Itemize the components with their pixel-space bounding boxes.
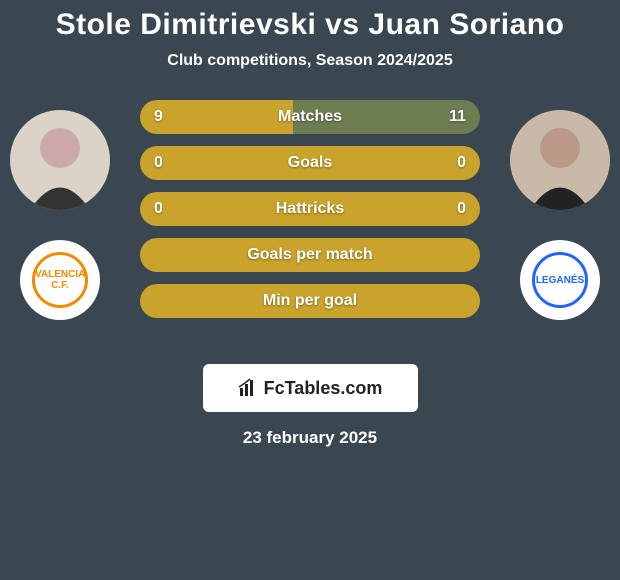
comparison-panel: VALENCIA C.F. LEGANÉS Matches911Goals00H…: [0, 100, 620, 350]
stat-row: Goals0 0: [140, 146, 480, 180]
club-right-text: LEGANÉS: [536, 275, 584, 286]
club-left-badge: VALENCIA C.F.: [20, 240, 100, 320]
person-icon: [510, 110, 610, 210]
date-text: 23 february 2025: [0, 428, 620, 448]
brand-box: FcTables.com: [203, 364, 418, 412]
club-right-badge: LEGANÉS: [520, 240, 600, 320]
person-icon: [10, 110, 110, 210]
stat-value-right: 0: [457, 192, 466, 226]
page-title: Stole Dimitrievski vs Juan Soriano: [0, 0, 620, 42]
stat-bars: Matches911Goals00Hattricks00Goals per ma…: [140, 100, 480, 330]
stat-label: Goals: [140, 146, 480, 180]
stat-row: Hattricks0 0: [140, 192, 480, 226]
stat-label: Goals per match: [140, 238, 480, 272]
stat-value-right: 11: [449, 100, 466, 134]
stat-row: Matches9 11: [140, 100, 480, 134]
stat-label: Hattricks: [140, 192, 480, 226]
player-right-avatar: [510, 110, 610, 210]
stat-value-left: 0: [154, 192, 163, 226]
club-badge-icon: LEGANÉS: [532, 252, 588, 308]
stat-row: Goals per match: [140, 238, 480, 272]
player-left-avatar: [10, 110, 110, 210]
chart-icon: [238, 378, 258, 398]
club-left-text: VALENCIA C.F.: [35, 269, 85, 291]
stat-value-left: 9: [154, 100, 163, 134]
stat-label: Min per goal: [140, 284, 480, 318]
stat-value-right: 0: [457, 146, 466, 180]
club-badge-icon: VALENCIA C.F.: [32, 252, 88, 308]
brand-text: FcTables.com: [264, 378, 383, 399]
stat-row: Min per goal: [140, 284, 480, 318]
stat-value-left: 0: [154, 146, 163, 180]
subtitle: Club competitions, Season 2024/2025: [0, 52, 620, 70]
stat-label: Matches: [140, 100, 480, 134]
